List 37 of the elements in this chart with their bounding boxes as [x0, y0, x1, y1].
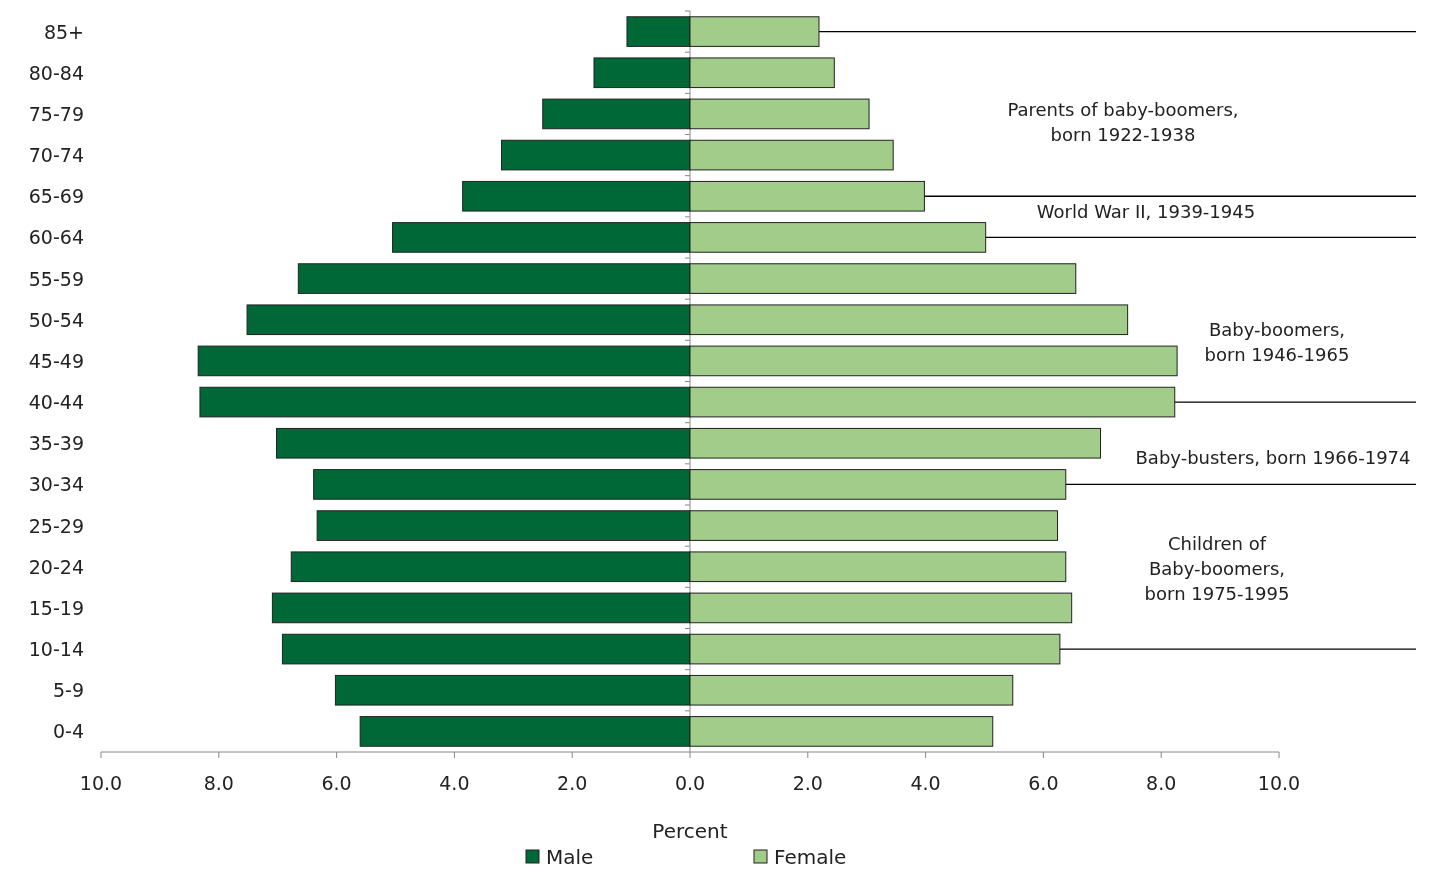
x-tick-label: 8.0 [203, 772, 234, 794]
y-tick-label: 0-4 [52, 720, 84, 743]
annotation: Baby-busters, born 1966-1974 [1135, 447, 1411, 468]
y-tick-label: 80-84 [28, 61, 84, 84]
x-tick-label: 8.0 [1146, 772, 1177, 794]
x-tick-label: 4.0 [439, 772, 470, 794]
annotation: Children of Baby-boomers, born 1975-1995 [1144, 533, 1290, 604]
x-tick-label: 2.0 [557, 772, 588, 794]
x-tick-label: 4.0 [910, 772, 941, 794]
y-tick-label: 60-64 [28, 226, 84, 249]
annotation: Parents of baby-boomers, born 1922-1938 [1007, 99, 1239, 145]
y-tick-label: 10-14 [28, 638, 84, 661]
x-tick-label: 6.0 [321, 772, 352, 794]
y-tick-label: 25-29 [28, 514, 84, 537]
y-tick-label: 75-79 [28, 102, 84, 125]
x-tick-label: 6.0 [1028, 772, 1059, 794]
legend-label: Male [546, 845, 594, 869]
y-tick-label: 65-69 [28, 185, 84, 208]
y-tick-label: 45-49 [28, 349, 84, 372]
y-tick-label: 15-19 [28, 596, 84, 619]
x-axis-title: Percent [652, 819, 728, 843]
y-tick-label: 30-34 [28, 473, 84, 496]
legend-label: Female [774, 845, 847, 869]
annotation: World War II, 1939-1945 [1036, 201, 1256, 222]
annotation: Baby-boomers, born 1946-1965 [1204, 319, 1350, 365]
y-tick-label: 70-74 [28, 144, 84, 167]
x-tick-label: 2.0 [792, 772, 823, 794]
y-tick-label: 40-44 [28, 391, 84, 414]
y-tick-label: 5-9 [52, 679, 84, 702]
x-tick-label: 10.0 [1257, 772, 1301, 794]
y-tick-label: 85+ [43, 20, 84, 43]
x-tick-label: 10.0 [79, 772, 123, 794]
y-tick-label: 20-24 [28, 555, 84, 578]
y-tick-label: 55-59 [28, 267, 84, 290]
y-tick-label: 35-39 [28, 432, 84, 455]
x-tick-label: 0.0 [674, 772, 706, 794]
y-tick-label: 50-54 [28, 308, 84, 331]
